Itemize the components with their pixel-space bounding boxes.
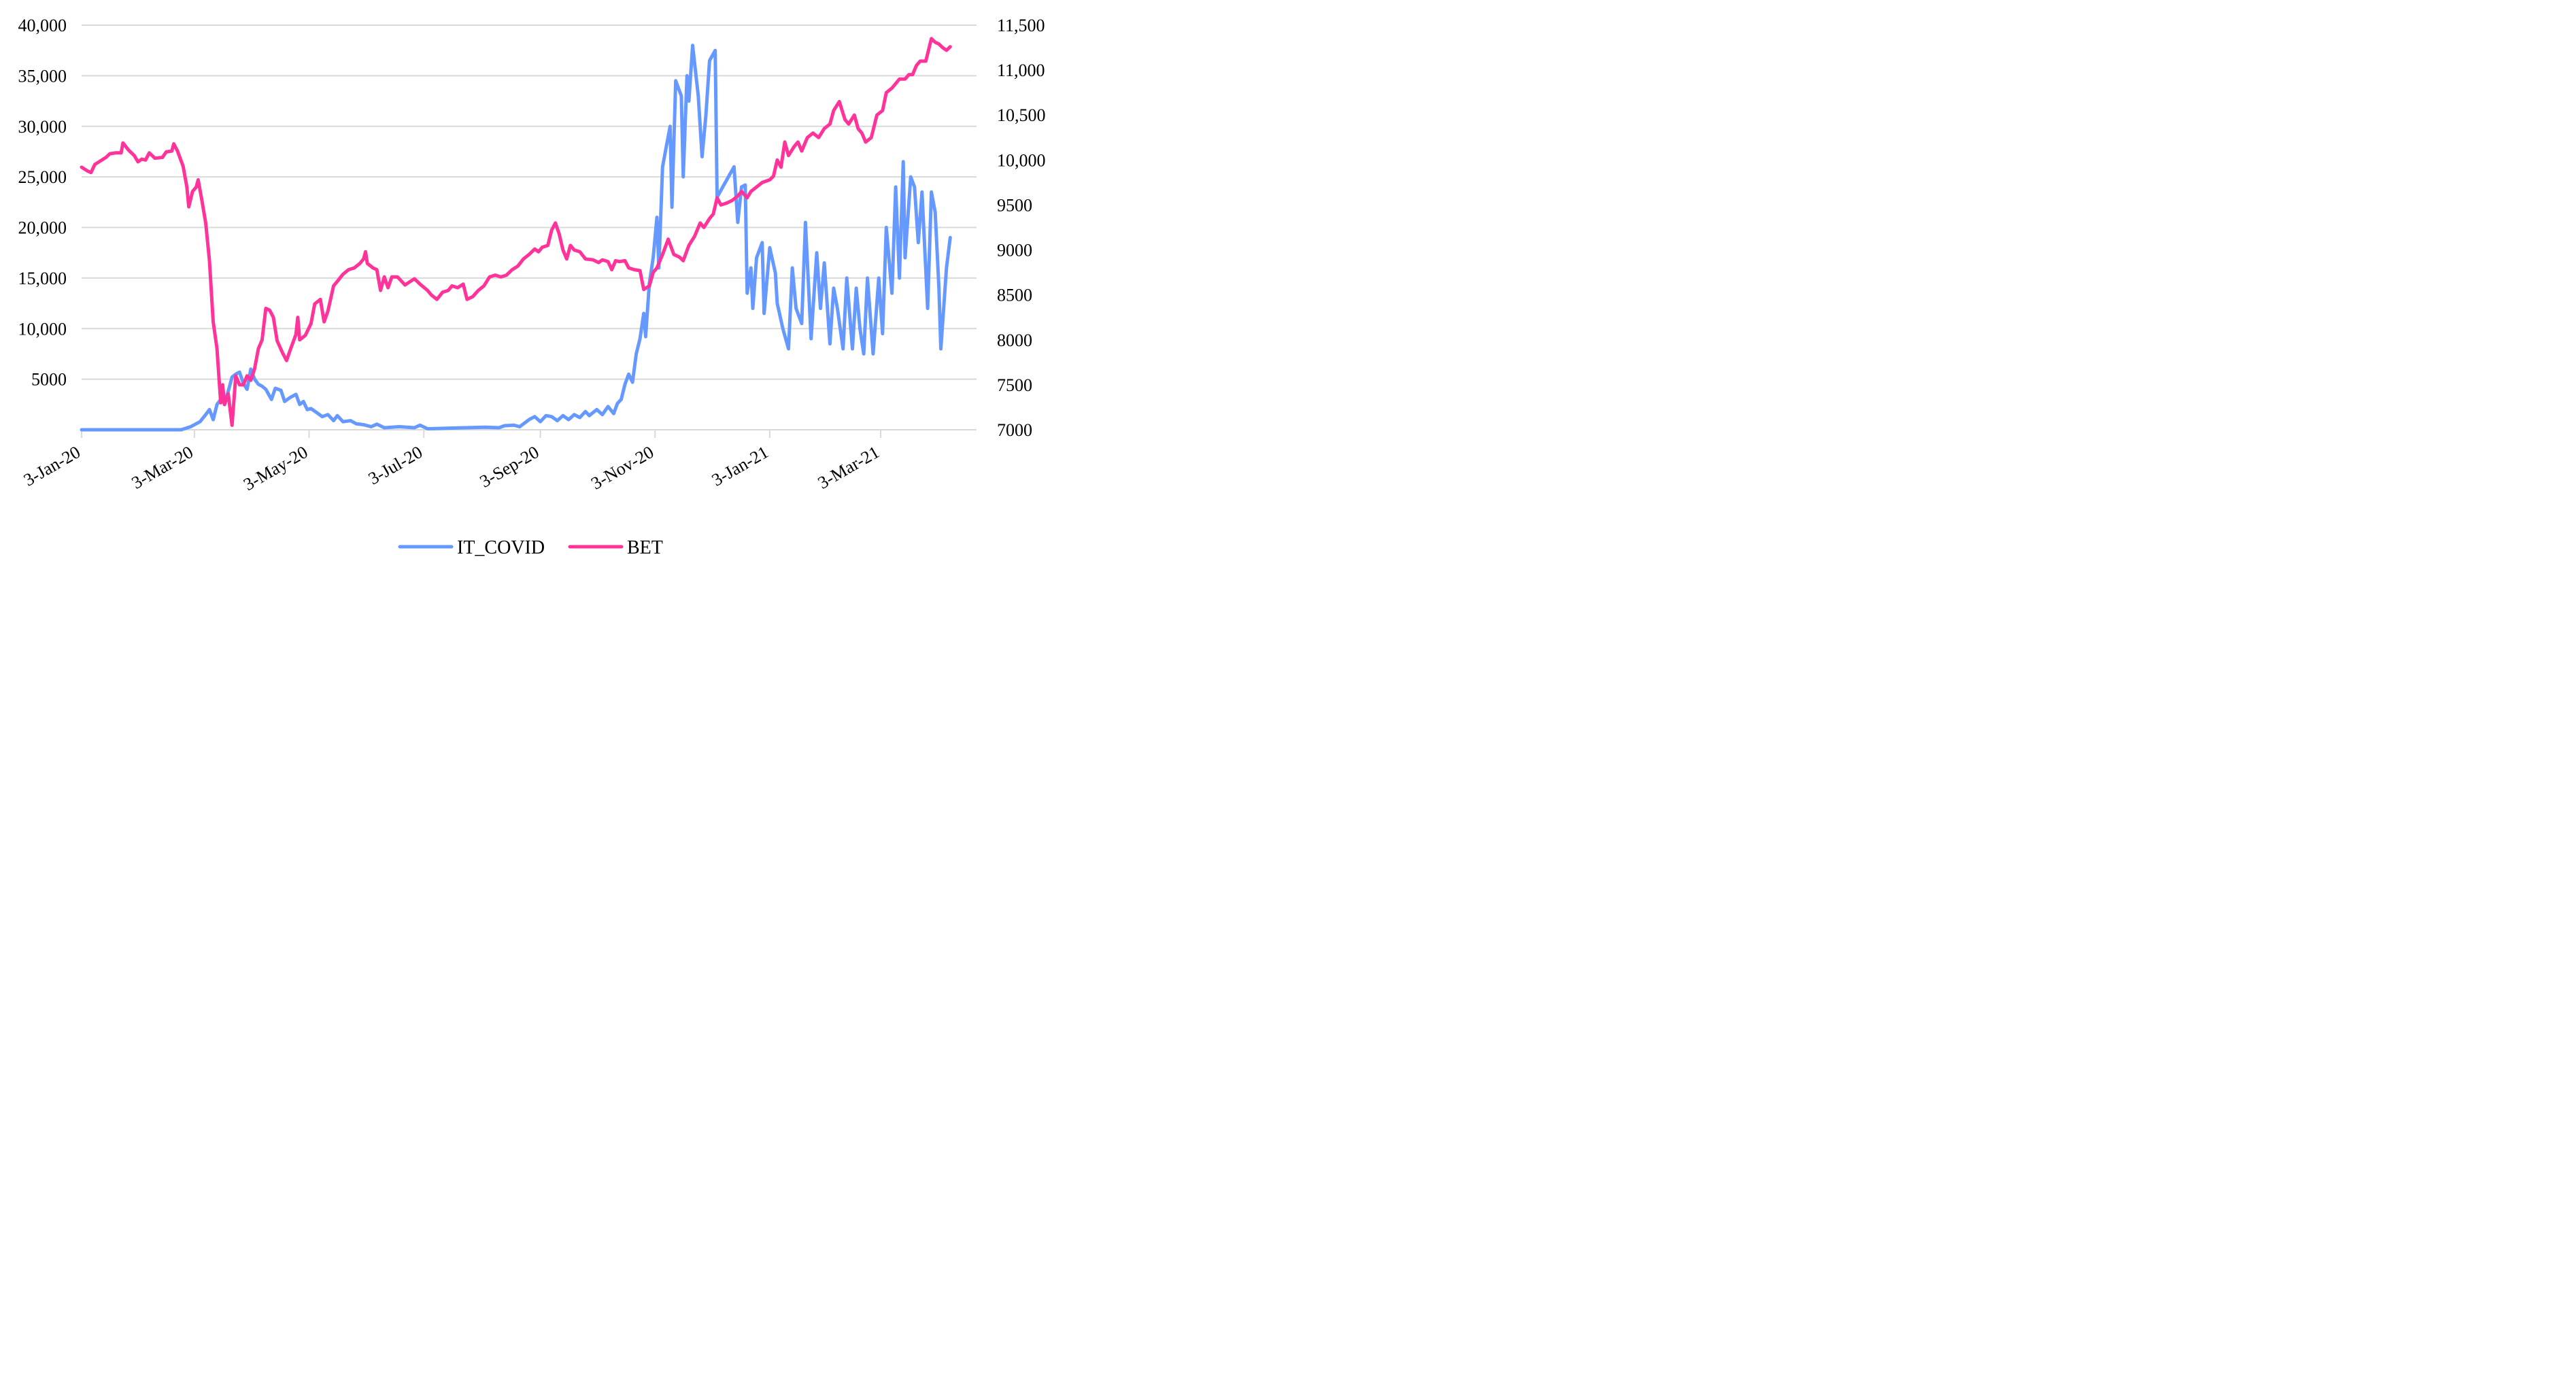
- right-y-tick-label: 11,500: [997, 16, 1045, 35]
- x-tick-label: 3-Jan-21: [709, 442, 772, 490]
- x-axis: 3-Jan-20 3-Mar-20 3-May-20 3-Jul-20 3-Sep-20…: [20, 429, 977, 494]
- right-y-tick-label: 8500: [997, 286, 1032, 305]
- left-y-tick-label: 25,000: [18, 167, 67, 187]
- left-y-tick-label: 10,000: [18, 319, 67, 339]
- left-y-tick-label: 30,000: [18, 117, 67, 137]
- right-y-tick-label: 7500: [997, 375, 1032, 395]
- left-y-tick-label: 5000: [31, 370, 67, 390]
- left-y-axis: 5000 10,000 15,000 20,000 25,000 30,000 35,000…: [18, 16, 67, 390]
- right-y-tick-label: 9500: [997, 195, 1032, 215]
- right-y-tick-label: 10,500: [997, 105, 1046, 125]
- x-tick-label: 3-Jan-20: [20, 442, 84, 490]
- series-lines: [80, 37, 952, 432]
- right-y-tick-label: 8000: [997, 330, 1032, 350]
- x-tick-label: 3-Mar-20: [129, 442, 197, 493]
- legend-label: IT_COVID: [457, 537, 545, 558]
- series-line-it-covid: [80, 44, 952, 432]
- right-y-axis: 7000 7500 8000 8500 9000 9500 10,000 10,500 11,0…: [997, 16, 1046, 440]
- legend: IT_COVID BET: [398, 537, 663, 558]
- dual-axis-line-chart: 5000 10,000 15,000 20,000 25,000 30,000 35,000…: [18, 16, 1046, 558]
- legend-label: BET: [627, 537, 663, 558]
- series-line-bet: [80, 37, 952, 427]
- x-tick-label: 3-Jul-20: [365, 442, 426, 488]
- gridlines: [82, 24, 977, 380]
- x-tick-label: 3-Mar-21: [815, 442, 883, 493]
- right-y-tick-label: 10,000: [997, 150, 1046, 170]
- x-tick-label: 3-May-20: [240, 442, 311, 494]
- left-y-tick-label: 15,000: [18, 269, 67, 288]
- x-tick-label: 3-Nov-20: [588, 442, 657, 494]
- left-y-tick-label: 20,000: [18, 218, 67, 238]
- x-tick-label: 3-Sep-20: [477, 442, 543, 492]
- right-y-tick-label: 7000: [997, 420, 1032, 440]
- right-y-tick-label: 11,000: [997, 61, 1045, 80]
- left-y-tick-label: 40,000: [18, 16, 67, 35]
- right-y-tick-label: 9000: [997, 241, 1032, 260]
- left-y-tick-label: 35,000: [18, 66, 67, 86]
